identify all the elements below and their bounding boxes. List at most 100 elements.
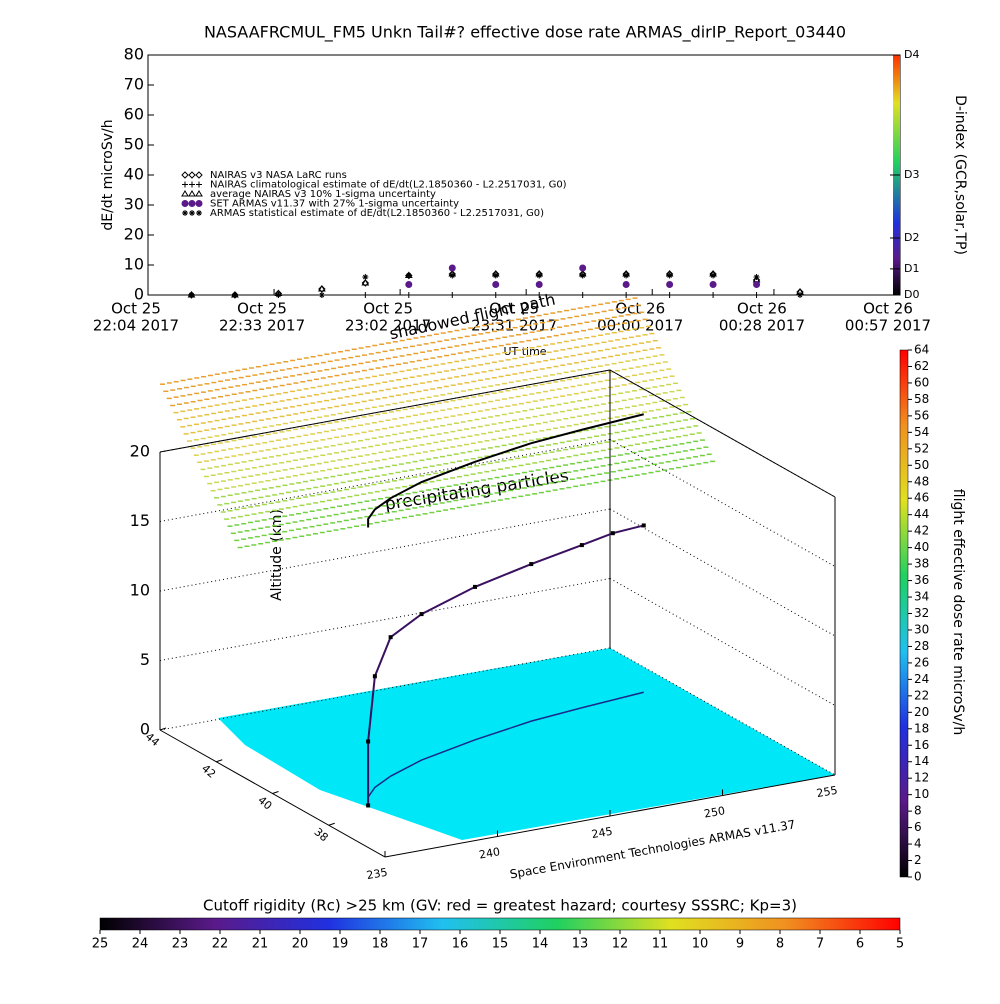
data-point — [449, 292, 456, 298]
x-tick-label: 00:28 2017 — [719, 317, 805, 335]
grid-line — [159, 369, 611, 453]
cbar-tick-label: 62 — [914, 359, 929, 373]
data-point — [405, 272, 412, 279]
data-point — [275, 292, 282, 298]
cbar-tick-label: 18 — [372, 937, 389, 952]
data-point — [448, 264, 456, 272]
data-point — [492, 272, 499, 279]
cbar-tick-label: 42 — [914, 524, 929, 538]
grid-line — [159, 439, 611, 522]
flight-point — [529, 562, 534, 567]
cbar-tick-label: 17 — [412, 937, 429, 952]
data-point — [362, 292, 369, 298]
y-tick-label: 80 — [124, 45, 144, 64]
y-tick — [272, 791, 279, 794]
y-tick-label: 20 — [124, 225, 144, 244]
data-point — [623, 272, 630, 279]
flight-point — [366, 803, 371, 808]
flight-point — [388, 635, 393, 640]
data-point — [622, 281, 630, 288]
flight-point — [641, 523, 646, 528]
cbar-tick-label: 32 — [914, 606, 929, 620]
data-point — [405, 292, 412, 298]
flight-path — [367, 524, 644, 806]
data-point — [535, 281, 543, 288]
cbar-tick-label: 26 — [914, 655, 929, 669]
axis-line — [609, 369, 836, 498]
y-tick-label: 50 — [124, 135, 144, 154]
cbar-tick-label: 21 — [252, 937, 269, 952]
y-tick-label: 10 — [124, 255, 144, 274]
cbar-tick-label: 14 — [532, 937, 549, 952]
cbar-tick-label: 20 — [914, 705, 929, 719]
alt-label: Altitude (km) — [269, 509, 285, 601]
cbar-tick-label: 64 — [914, 343, 929, 357]
cbar-tick-label: 11 — [652, 937, 669, 952]
x-tick-label: 22:33 2017 — [219, 317, 305, 335]
cbar-tick-label: 10 — [692, 937, 709, 952]
grid-line — [159, 508, 611, 592]
flight-point — [473, 584, 477, 589]
z-tick-label: 15 — [130, 511, 150, 530]
title: NASAAFRCMUL_FM5 Unkn Tail#? effective do… — [204, 23, 846, 43]
legend-label: NAIRAS v3 NASA LaRC runs — [210, 170, 347, 181]
data-point — [492, 292, 499, 298]
grid-line — [609, 508, 836, 637]
x-tick-label: 255 — [816, 784, 839, 800]
z-tick-label: 10 — [130, 581, 150, 600]
data-point — [753, 281, 761, 288]
data-point — [797, 292, 804, 298]
legend-symbol — [189, 210, 195, 216]
data-point — [753, 274, 760, 280]
cbar-tick-label: 58 — [914, 392, 929, 406]
x-tick-label: Oct 26 — [863, 300, 913, 318]
y-tick — [216, 759, 223, 763]
data-point — [231, 292, 238, 298]
data-point — [536, 272, 543, 279]
x-tick-label: Oct 26 — [737, 300, 787, 318]
cbar-tick-label: 19 — [332, 937, 349, 952]
legend-symbol — [188, 190, 196, 197]
legend-label: NAIRAS climatological estimate of dE/dt(… — [210, 180, 567, 191]
cbar-tick-label: 13 — [572, 937, 589, 952]
data-point — [753, 292, 760, 298]
legend-symbol — [182, 181, 188, 188]
cbar-tick-label: 4 — [914, 837, 922, 851]
flight-point — [419, 612, 424, 617]
y-tick-label: 38 — [312, 825, 331, 844]
x-tick-label: 250 — [703, 804, 726, 820]
data-point — [188, 292, 195, 298]
x-tick-label: Oct 26 — [615, 300, 665, 318]
cbar-tick-label: 30 — [914, 622, 929, 636]
x-tick-label: Oct 25 — [489, 300, 539, 318]
legend-symbol — [181, 200, 189, 207]
cbar-tick-label: 48 — [914, 474, 929, 488]
data-point — [579, 272, 586, 279]
y-tick-label: 60 — [124, 105, 144, 124]
x-tick-label: 240 — [478, 845, 501, 861]
y-label: dE/dt microSv/h — [100, 119, 116, 230]
z-tick-label: 20 — [130, 442, 150, 461]
cbar-label: Cutoff rigidity (Rc) >25 km (GV: red = g… — [203, 897, 797, 915]
data-point — [666, 272, 673, 279]
legend-symbol — [196, 181, 202, 188]
data-point — [710, 292, 717, 298]
data-point — [317, 285, 326, 292]
cbar-tick-label: 0 — [914, 870, 922, 884]
legend-symbol — [181, 171, 189, 179]
grid-line — [159, 578, 611, 661]
cbar-tick-label: 40 — [914, 540, 929, 554]
legend-symbol — [188, 200, 196, 207]
cbar-tick-label: 6 — [914, 820, 922, 834]
cbar-tick-label: 10 — [914, 787, 929, 801]
cbar-tick-label: 46 — [914, 491, 929, 505]
cbar-tick-label: 23 — [172, 937, 189, 952]
cbar-tick-label: 16 — [452, 937, 469, 952]
flight-point — [610, 531, 615, 536]
cbar-tick-label: 54 — [914, 425, 929, 439]
cbar-tick-label: 50 — [914, 458, 929, 472]
data-point — [492, 281, 500, 288]
y2-tick-label: D2 — [904, 231, 919, 244]
z-tick-label: 0 — [140, 720, 150, 739]
